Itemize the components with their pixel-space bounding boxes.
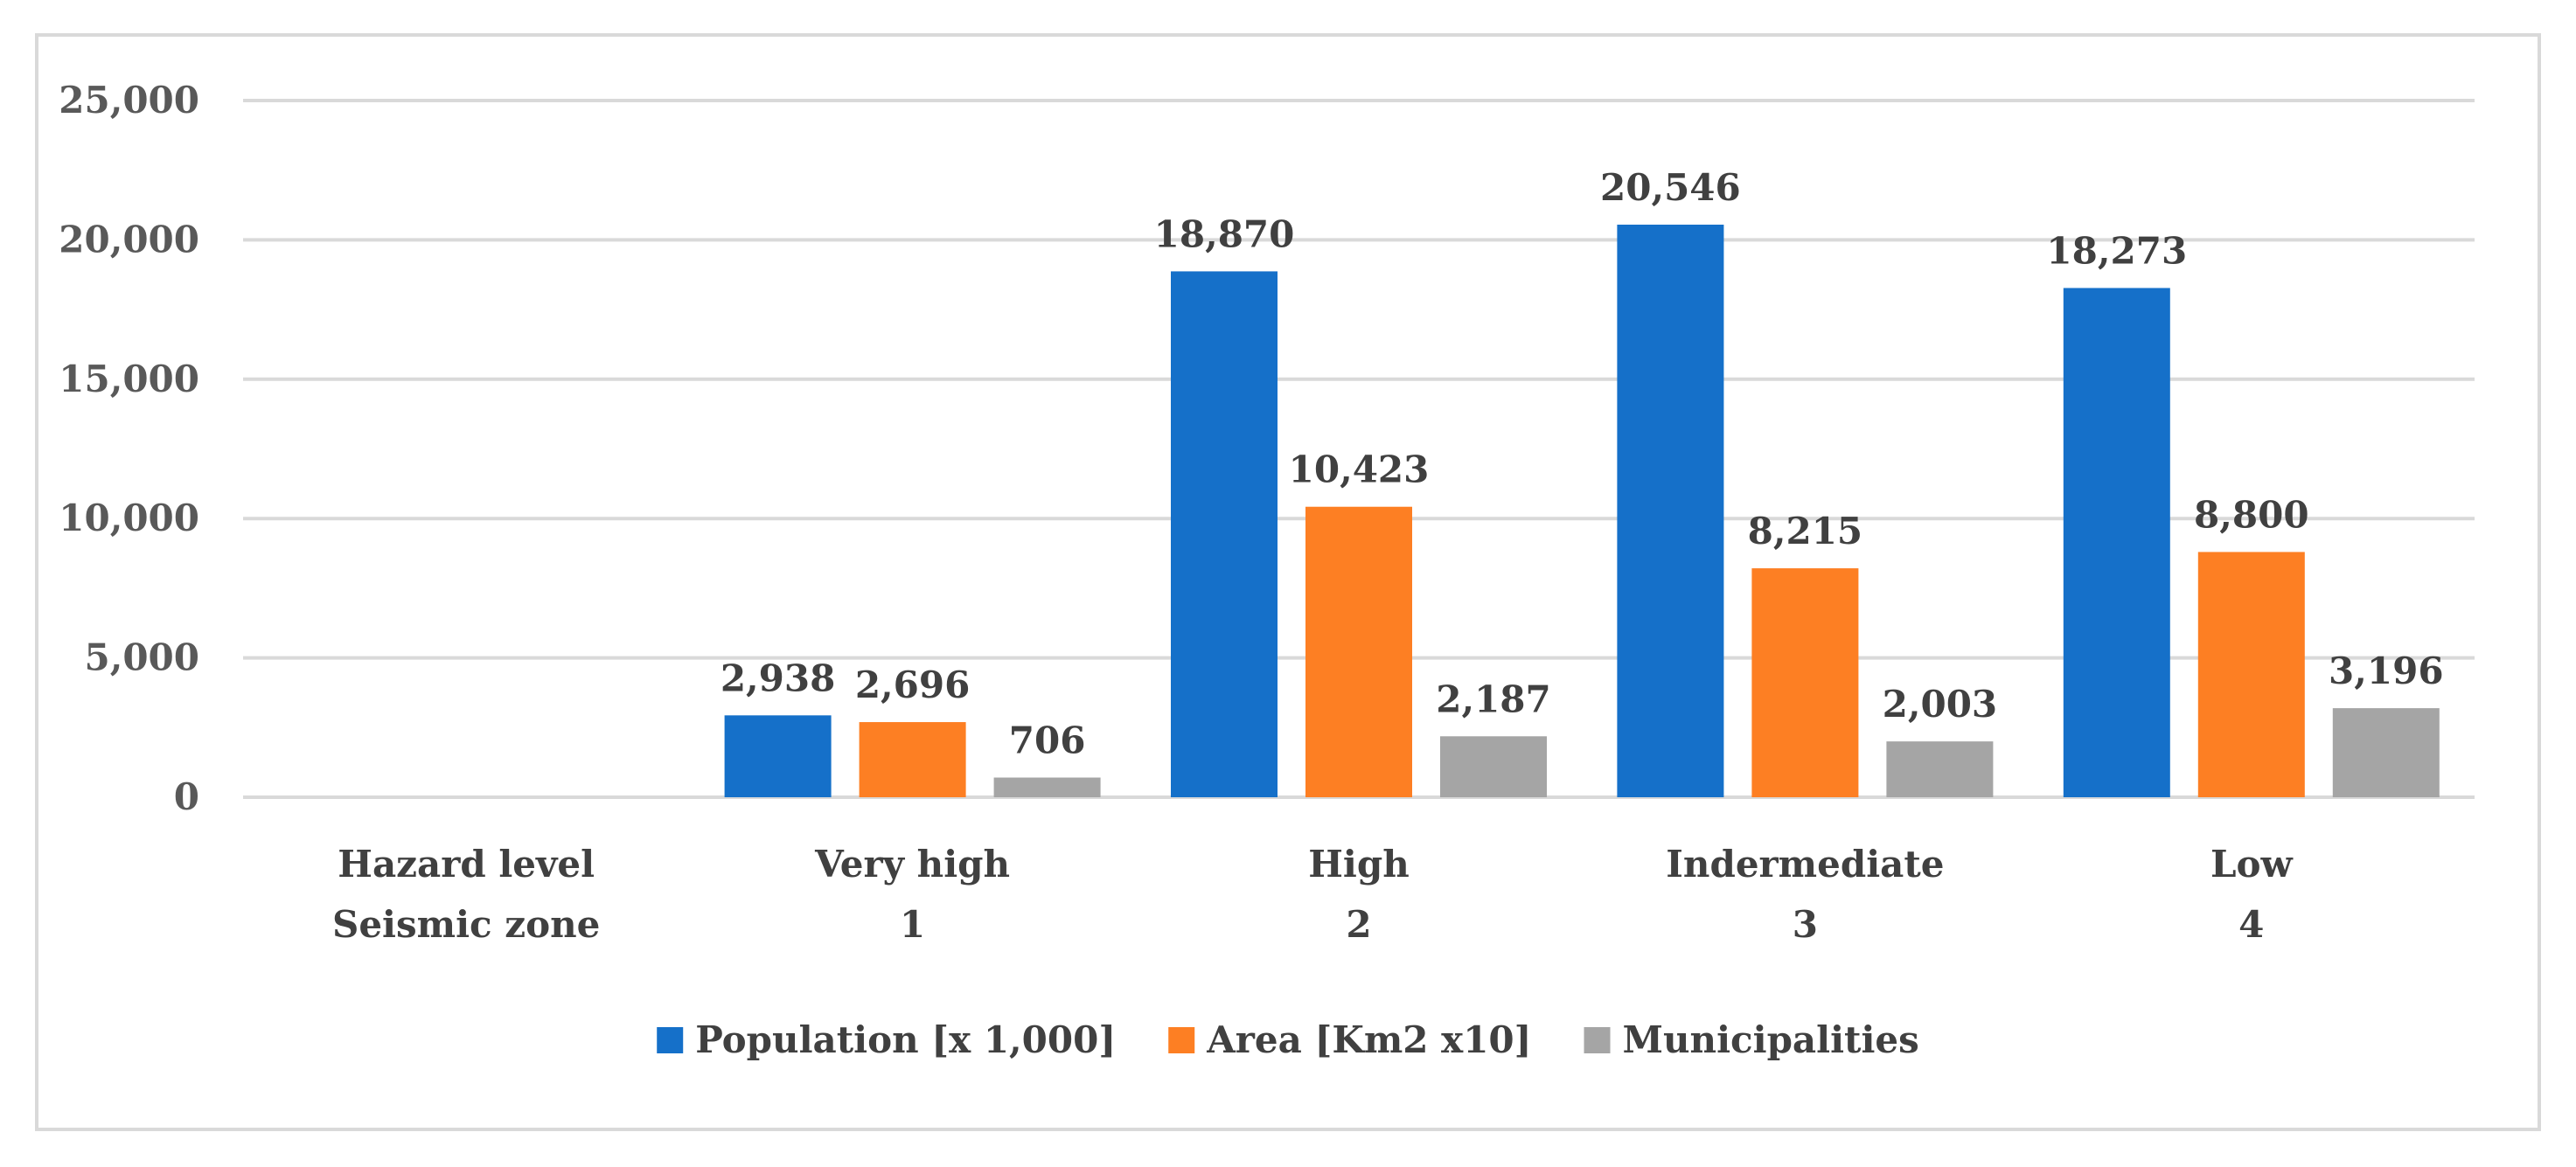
category-label-indermediate: Indermediate: [1666, 843, 1944, 886]
y-tick-label: 10,000: [59, 497, 199, 539]
data-label-area-km2-x10-very-high: 2,696: [855, 663, 971, 706]
data-label-municipalities-high: 2,187: [1436, 677, 1551, 720]
category-sublabel-seismic-zone: Seismic zone: [332, 903, 600, 946]
legend-swatch-population-x-1-000: [657, 1027, 684, 1053]
data-label-municipalities-low: 3,196: [2329, 649, 2444, 692]
data-label-area-km2-x10-high: 10,423: [1289, 448, 1430, 491]
legend-label-population-x-1-000: Population [x 1,000]: [695, 1018, 1116, 1061]
bar-area-km2-x10-high: [1305, 506, 1412, 797]
category-label-low: Low: [2210, 843, 2294, 886]
data-label-population-x-1-000-high: 18,870: [1154, 212, 1295, 255]
bar-municipalities-high: [1440, 736, 1547, 797]
category-sublabel-2: 2: [1346, 903, 1371, 946]
bar-population-x-1-000-very-high: [724, 715, 832, 797]
legend-label-municipalities: Municipalities: [1623, 1018, 1919, 1061]
legend-swatch-municipalities: [1584, 1027, 1611, 1053]
category-sublabel-4: 4: [2238, 903, 2264, 946]
y-tick-label: 20,000: [59, 218, 199, 260]
data-label-population-x-1-000-very-high: 2,938: [721, 656, 836, 699]
legend-swatch-area-km2-x10: [1168, 1027, 1195, 1053]
y-axis-ticks: 0 5,000 10,000 15,000 20,000 25,000: [59, 79, 199, 818]
data-label-population-x-1-000-indermediate: 20,546: [1600, 166, 1741, 209]
data-label-municipalities-very-high: 706: [1009, 719, 1086, 761]
category-sublabel-1: 1: [900, 903, 925, 946]
y-tick-label: 25,000: [59, 79, 199, 122]
data-label-area-km2-x10-low: 8,800: [2194, 493, 2309, 536]
data-label-population-x-1-000-low: 18,273: [2046, 229, 2187, 272]
bar-population-x-1-000-low: [2063, 288, 2170, 797]
legend: Population [x 1,000] Area [Km2 x10] Munici…: [657, 1018, 1919, 1061]
bar-area-km2-x10-low: [2197, 552, 2305, 797]
category-sublabel-3: 3: [1793, 903, 1818, 946]
bar-population-x-1-000-indermediate: [1617, 224, 1724, 797]
x-axis-categories: Hazard level Seismic zone Very high 1 High 2 I…: [332, 843, 2293, 946]
bar-population-x-1-000-high: [1171, 271, 1278, 797]
category-label-very-high: Very high: [814, 843, 1010, 886]
bars: [724, 224, 2440, 797]
bar-municipalities-very-high: [993, 777, 1101, 797]
legend-label-area-km2-x10: Area [Km2 x10]: [1206, 1018, 1531, 1061]
y-tick-label: 5,000: [84, 636, 199, 679]
data-label-area-km2-x10-indermediate: 8,215: [1748, 510, 1863, 552]
data-labels: 2,938 2,696 706 18,870 10,423 2,187 20,546 8,21…: [721, 166, 2444, 761]
data-label-municipalities-indermediate: 2,003: [1883, 683, 1998, 726]
category-label-hazard-level: Hazard level: [338, 843, 595, 886]
bar-municipalities-low: [2332, 708, 2440, 797]
bar-area-km2-x10-very-high: [859, 722, 966, 797]
y-tick-label: 0: [174, 775, 199, 818]
category-label-high: High: [1308, 843, 1410, 886]
y-tick-label: 15,000: [59, 358, 199, 400]
bar-municipalities-indermediate: [1886, 741, 1994, 797]
bar-area-km2-x10-indermediate: [1751, 568, 1859, 797]
